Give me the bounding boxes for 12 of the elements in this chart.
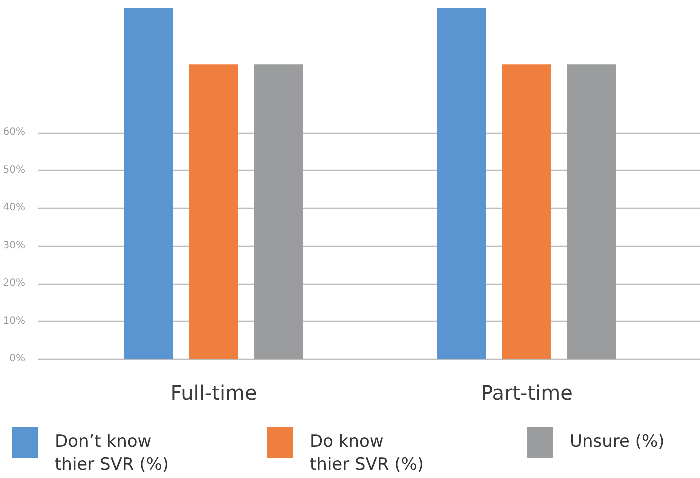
y-tick-label: 30% <box>3 240 26 252</box>
legend-label: Unsure (%) <box>570 431 665 454</box>
x-tick-label: Part-time <box>481 381 573 406</box>
y-tick-label: 60% <box>3 127 26 138</box>
x-tick-label: Full-time <box>170 381 258 406</box>
y-tick-label: 50% <box>3 164 26 176</box>
y-tick-label: 0% <box>10 354 26 365</box>
y-tick-label: 20% <box>3 278 26 290</box>
y-tick-label: 10% <box>3 316 26 327</box>
legend-label: Do know thier SVR (%) <box>310 431 425 477</box>
legend-label: Don’t know thier SVR (%) <box>55 431 170 477</box>
y-tick-label: 40% <box>3 202 26 214</box>
